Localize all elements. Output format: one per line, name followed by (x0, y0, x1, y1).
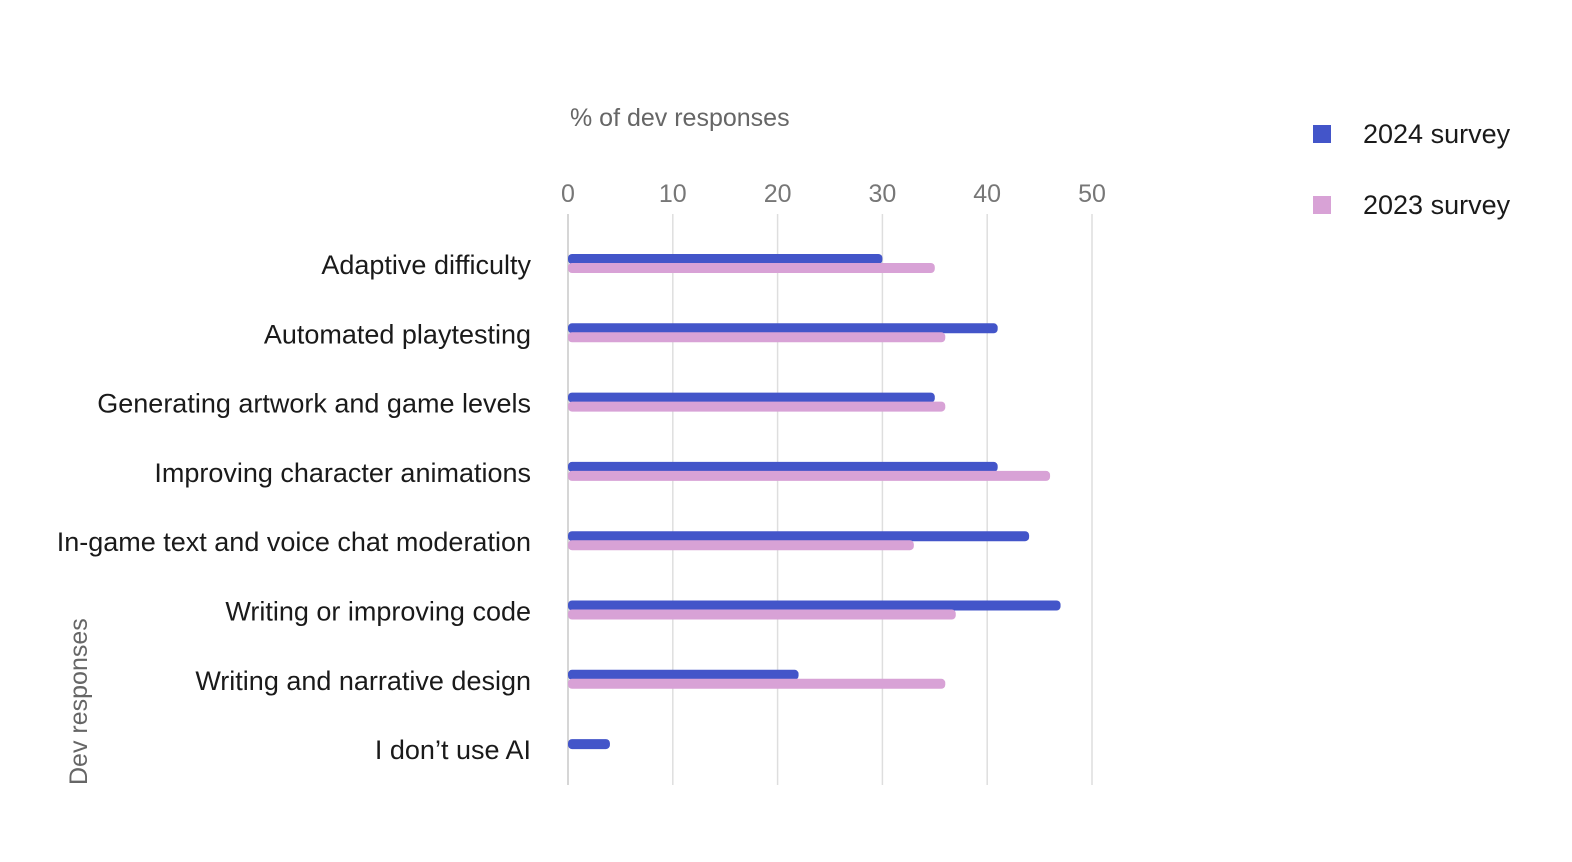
x-tick-label: 40 (973, 180, 1001, 208)
category-label: Automated playtesting (264, 319, 531, 349)
bar-2023-survey-1 (568, 332, 946, 343)
x-tick-label: 50 (1078, 180, 1106, 208)
bar-2023-survey-3 (568, 470, 1051, 481)
gridlines (567, 214, 1093, 785)
legend: 2024 survey 2023 survey (1313, 119, 1511, 220)
bar-2024-survey-6 (568, 669, 799, 680)
category-label: I don’t use AI (375, 735, 531, 765)
bar-2024-survey-3 (568, 461, 998, 472)
x-axis-ticks: 0 10 20 30 40 50 (561, 180, 1106, 208)
bar-2023-survey-6 (568, 678, 946, 689)
bar-2023-survey-0 (568, 263, 935, 273)
legend-swatch (1313, 196, 1331, 214)
bar-2023-survey-5 (568, 609, 956, 620)
category-label: In-game text and voice chat moderation (57, 527, 531, 557)
bar-2023-survey-2 (568, 401, 946, 412)
bar-2024-survey-4 (568, 531, 1030, 542)
legend-label: 2023 survey (1363, 190, 1511, 220)
bar-2024-survey-5 (568, 600, 1061, 611)
bar-2024-survey-1 (568, 323, 998, 334)
x-axis-title: % of dev responses (570, 104, 790, 132)
bar-2023-survey-4 (568, 540, 914, 551)
x-tick-label: 30 (868, 180, 896, 208)
legend-label: 2024 survey (1363, 119, 1511, 149)
bar-2024-survey-2 (568, 392, 935, 403)
category-label: Generating artwork and game levels (97, 389, 531, 419)
category-label: Writing and narrative design (195, 666, 531, 696)
bars (568, 254, 1061, 750)
category-label: Improving character animations (154, 458, 531, 488)
category-labels: Adaptive difficulty Automated playtesting… (57, 250, 532, 765)
x-tick-label: 10 (659, 180, 687, 208)
x-tick-label: 20 (764, 180, 792, 208)
bar-2024-survey-7 (568, 739, 610, 750)
y-axis-title: Dev responses (65, 618, 93, 785)
category-label: Writing or improving code (225, 597, 531, 627)
legend-swatch (1313, 125, 1331, 143)
category-label: Adaptive difficulty (321, 250, 531, 280)
bar-2024-survey-0 (568, 254, 883, 264)
x-tick-label: 0 (561, 180, 575, 208)
